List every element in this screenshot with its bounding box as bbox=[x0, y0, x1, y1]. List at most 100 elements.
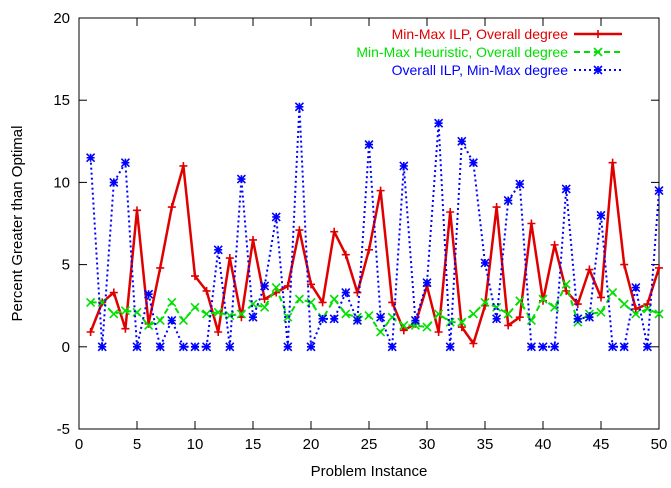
axis-ticks: 0 5 10 15 20 25 30 35 40 45 50 -5 0 5 10 15 20 bbox=[53, 10, 667, 453]
data-point bbox=[294, 294, 304, 304]
data-point bbox=[306, 297, 316, 307]
data-point bbox=[457, 323, 466, 332]
data-point bbox=[480, 297, 490, 307]
data-point bbox=[526, 315, 536, 326]
data-point bbox=[399, 326, 408, 335]
data-point bbox=[260, 295, 269, 304]
data-point bbox=[492, 203, 501, 212]
data-point bbox=[156, 263, 165, 272]
data-point bbox=[573, 300, 582, 309]
legend-entry-3: Overall ILP, Min-Max degree bbox=[392, 62, 622, 78]
data-point bbox=[318, 314, 328, 324]
data-point bbox=[457, 136, 467, 146]
legend-label: Min-Max Heuristic, Overall degree bbox=[356, 44, 568, 60]
data-point bbox=[109, 288, 118, 297]
series-2 bbox=[86, 279, 664, 337]
y-tick-label: 0 bbox=[62, 339, 70, 356]
data-point bbox=[399, 320, 409, 330]
data-point bbox=[468, 158, 478, 168]
data-point bbox=[597, 293, 605, 302]
data-point bbox=[504, 321, 513, 330]
data-point bbox=[619, 299, 629, 309]
x-tick-label: 5 bbox=[133, 436, 141, 453]
data-point bbox=[155, 315, 165, 326]
data-point bbox=[190, 342, 200, 352]
data-point bbox=[97, 342, 107, 352]
data-point bbox=[655, 263, 663, 272]
x-tick-label: 45 bbox=[593, 436, 610, 453]
data-point bbox=[133, 206, 141, 215]
data-point bbox=[365, 245, 373, 254]
y-tick-label: 10 bbox=[53, 174, 70, 191]
data-point bbox=[631, 283, 641, 293]
data-point bbox=[202, 286, 211, 295]
data-point bbox=[167, 297, 177, 307]
data-point bbox=[631, 304, 640, 313]
data-point bbox=[434, 309, 444, 319]
x-tick-label: 25 bbox=[361, 436, 378, 453]
data-point bbox=[155, 342, 165, 352]
data-point bbox=[318, 298, 327, 307]
data-point bbox=[214, 328, 223, 337]
x-tick-label: 35 bbox=[477, 436, 494, 453]
data-point bbox=[457, 317, 467, 327]
x-tick-label: 50 bbox=[651, 436, 668, 453]
data-point bbox=[249, 235, 257, 244]
data-point bbox=[86, 328, 95, 337]
legend-label: Overall ILP, Min-Max degree bbox=[392, 62, 569, 78]
data-point bbox=[167, 315, 177, 326]
data-point bbox=[596, 307, 606, 317]
data-point bbox=[283, 342, 293, 352]
data-point bbox=[538, 294, 548, 304]
data-point bbox=[341, 309, 351, 319]
data-point bbox=[526, 342, 536, 352]
data-point bbox=[608, 342, 618, 352]
data-point bbox=[341, 250, 350, 259]
data-point bbox=[538, 342, 548, 352]
legend-entry-1: Min-Max ILP, Overall degree bbox=[392, 26, 622, 42]
data-point bbox=[260, 302, 270, 312]
data-point bbox=[167, 203, 176, 212]
plot-frame bbox=[78, 17, 660, 430]
data-point bbox=[376, 312, 386, 322]
data-point bbox=[86, 153, 96, 163]
data-point bbox=[330, 227, 339, 236]
series-line bbox=[89, 161, 661, 345]
data-point bbox=[480, 258, 490, 268]
data-point bbox=[248, 312, 258, 322]
data-point bbox=[515, 296, 525, 306]
data-point bbox=[213, 245, 223, 255]
data-point bbox=[376, 186, 385, 195]
series-layer bbox=[86, 102, 664, 352]
data-point bbox=[306, 342, 316, 352]
data-point bbox=[422, 278, 432, 288]
y-axis-label: Percent Greater than Optimal bbox=[9, 126, 26, 322]
data-point bbox=[422, 322, 432, 332]
data-point bbox=[550, 240, 559, 249]
data-point bbox=[225, 342, 235, 352]
data-point bbox=[86, 297, 96, 307]
data-point bbox=[236, 174, 246, 184]
data-point bbox=[213, 307, 223, 317]
legend-marker bbox=[593, 47, 603, 57]
x-tick-label: 20 bbox=[303, 436, 320, 453]
data-point bbox=[202, 342, 212, 352]
legend-entry-2: Min-Max Heuristic, Overall degree bbox=[356, 44, 622, 60]
x-tick-label: 10 bbox=[187, 436, 204, 453]
data-point bbox=[121, 324, 130, 333]
x-tick-label: 0 bbox=[75, 436, 83, 453]
data-point bbox=[364, 140, 374, 150]
data-point bbox=[527, 219, 536, 228]
data-point bbox=[236, 309, 246, 319]
data-point bbox=[445, 342, 455, 352]
data-point bbox=[283, 312, 293, 322]
data-point bbox=[410, 315, 420, 326]
data-point bbox=[248, 299, 258, 309]
data-point bbox=[225, 254, 234, 263]
data-point bbox=[631, 309, 641, 319]
data-point bbox=[260, 281, 270, 291]
data-point bbox=[295, 226, 304, 235]
data-point bbox=[191, 272, 199, 281]
data-point bbox=[387, 342, 397, 352]
